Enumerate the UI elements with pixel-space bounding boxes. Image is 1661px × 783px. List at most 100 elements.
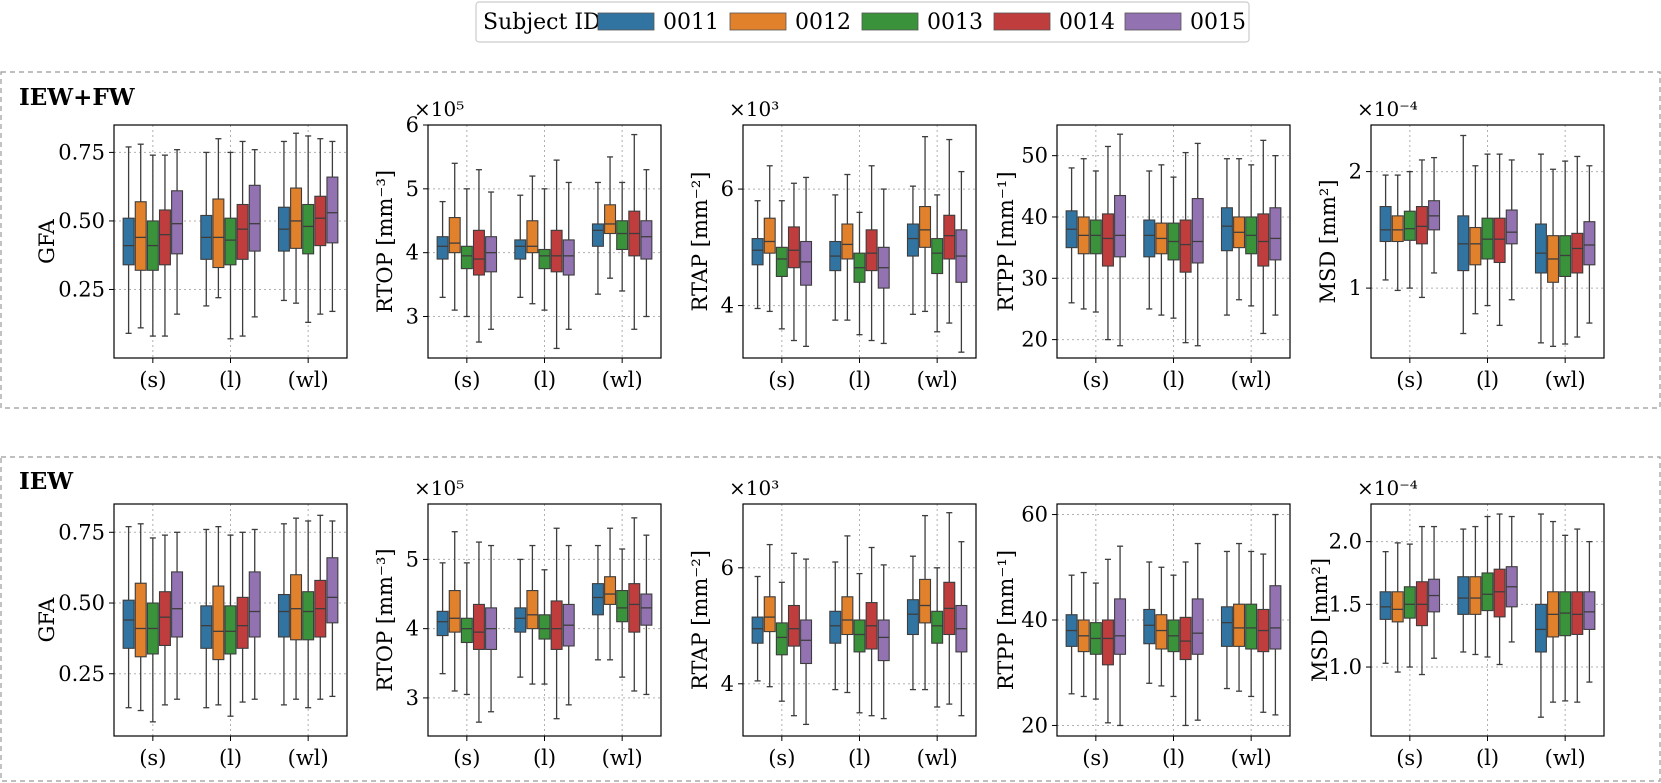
box-0012-(wl) — [919, 514, 932, 691]
y-tick-label: 4 — [721, 672, 734, 696]
box-0013-(l) — [224, 534, 237, 717]
box-0011-(l) — [829, 194, 842, 321]
box-body — [1143, 608, 1156, 645]
box-body — [1481, 572, 1494, 612]
box-0013-(l) — [1481, 153, 1494, 307]
box-0014-(wl) — [628, 133, 641, 330]
box-body — [236, 596, 249, 649]
box-body — [472, 603, 485, 650]
box-0013-(wl) — [1559, 160, 1572, 345]
box-0013-(s) — [460, 562, 473, 696]
box-0013-(s) — [775, 581, 788, 702]
box-0014-(l) — [1179, 561, 1192, 727]
y-tick-label: 60 — [1021, 503, 1048, 527]
y-tick-label: 0.75 — [58, 140, 105, 164]
box-body — [1379, 206, 1392, 243]
box-0015-(s) — [1114, 545, 1127, 727]
box-0015-(s) — [800, 558, 813, 726]
box-body — [640, 593, 653, 626]
box-0014-(wl) — [1571, 528, 1584, 703]
legend-entry-0012: 0012 — [729, 10, 851, 35]
box-0011-(wl) — [1534, 513, 1547, 718]
x-tick-label: (wl) — [602, 368, 643, 392]
box-0012-(s) — [1391, 542, 1404, 673]
box-body — [800, 619, 813, 665]
box-body — [751, 238, 764, 266]
y-tick-label: 2.0 — [1329, 530, 1362, 554]
box-0012-(s) — [1077, 571, 1090, 698]
x-tick-label: (l) — [533, 746, 556, 770]
y-tick-label: 20 — [1021, 328, 1048, 352]
chart-iew-rtpp: 20 40 60 (s) (l) (wl) RTPP [mm⁻¹] — [994, 503, 1291, 770]
box-0015-(l) — [1505, 515, 1518, 643]
axis-multiplier: ×10³ — [729, 97, 779, 121]
box-body — [1469, 226, 1482, 266]
box-0011-(l) — [200, 151, 213, 307]
x-tick-label: (l) — [848, 746, 871, 770]
box-0011-(s) — [122, 525, 135, 709]
box-0012-(l) — [841, 173, 854, 321]
box-body — [212, 198, 225, 269]
box-0014-(s) — [472, 169, 485, 343]
box-body — [538, 614, 551, 640]
x-tick-label: (l) — [219, 746, 242, 770]
box-0014-(l) — [236, 531, 249, 703]
box-body — [1191, 198, 1204, 264]
box-0013-(wl) — [931, 194, 944, 333]
box-0015-(l) — [1191, 142, 1204, 347]
box-body — [1257, 213, 1270, 267]
box-0011-(l) — [1457, 134, 1470, 335]
box-0012-(wl) — [290, 132, 303, 304]
box-body — [302, 203, 315, 255]
box-body — [526, 590, 539, 630]
box-body — [277, 593, 290, 638]
box-body — [1155, 614, 1168, 650]
box-body — [248, 184, 261, 252]
box-0011-(s) — [436, 200, 449, 299]
box-body — [290, 187, 303, 249]
y-tick-label: 30 — [1021, 266, 1048, 290]
legend: Subject ID: 0011 0012 0013 0014 0015 — [475, 1, 1250, 43]
box-0015-(l) — [1505, 159, 1518, 301]
x-tick-label: (wl) — [288, 368, 329, 392]
box-0013-(l) — [853, 211, 866, 336]
box-0015-(wl) — [640, 169, 653, 318]
box-0014-(wl) — [628, 517, 641, 692]
box-0014-(s) — [1415, 159, 1428, 299]
box-0014-(s) — [472, 541, 485, 723]
x-tick-label: (l) — [219, 368, 242, 392]
box-0015-(s) — [1428, 156, 1441, 274]
box-0012-(l) — [1469, 525, 1482, 656]
box-0015-(wl) — [326, 140, 339, 313]
chart-iew-rtop: 3 4 5 (s) (l) (wl) RTOP [mm⁻³] ×10⁵ — [373, 476, 662, 770]
y-tick-label: 4 — [406, 241, 419, 265]
box-0015-(l) — [248, 149, 261, 318]
box-body — [763, 217, 776, 254]
axis-multiplier: ×10⁵ — [414, 97, 464, 121]
box-body — [460, 617, 473, 644]
box-0014-(s) — [1101, 145, 1114, 341]
box-0011-(s) — [1065, 167, 1078, 304]
box-0012-(l) — [841, 535, 854, 694]
box-0015-(wl) — [955, 541, 968, 717]
box-body — [550, 229, 563, 273]
box-body — [1534, 223, 1547, 274]
x-tick-label: (s) — [768, 368, 795, 392]
box-body — [787, 604, 800, 647]
box-body — [526, 220, 539, 254]
box-body — [616, 590, 629, 623]
axis-multiplier: ×10⁻⁴ — [1357, 476, 1418, 500]
box-body — [763, 596, 776, 633]
box-0013-(s) — [1403, 543, 1416, 668]
box-0014-(s) — [158, 154, 171, 337]
box-0015-(l) — [562, 181, 575, 330]
box-body — [1245, 603, 1258, 650]
box-0013-(s) — [146, 537, 159, 723]
y-tick-label: 40 — [1021, 205, 1048, 229]
box-0015-(wl) — [955, 170, 968, 353]
box-0011-(wl) — [591, 181, 604, 295]
y-tick-label: 40 — [1021, 608, 1048, 632]
box-body — [1403, 586, 1416, 619]
legend-label: 0015 — [1190, 10, 1246, 35]
box-body — [1179, 616, 1192, 661]
